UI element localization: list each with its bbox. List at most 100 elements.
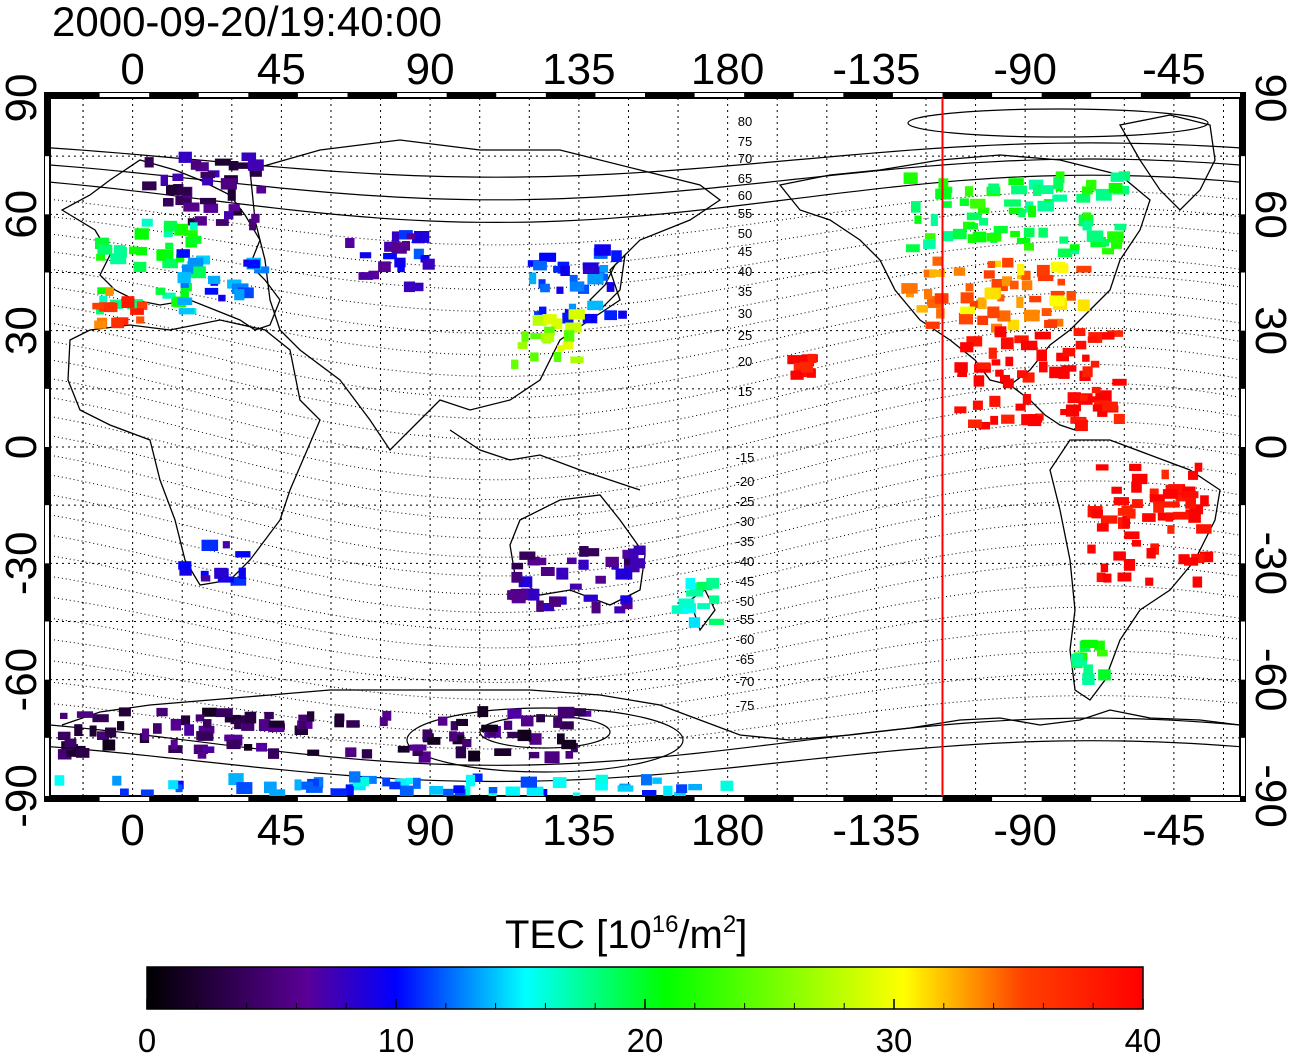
tec-cell [544, 326, 555, 336]
tec-cell [517, 342, 528, 349]
tec-cell [932, 256, 942, 266]
tec-cell [1196, 524, 1212, 534]
tec-cell [405, 777, 413, 785]
tec-cell [1053, 177, 1064, 189]
tec-cell [1149, 494, 1165, 503]
tec-cell [456, 718, 468, 726]
tec-cell [1075, 420, 1088, 432]
border-tick [793, 797, 844, 801]
tec-cell [1108, 183, 1123, 193]
tec-cell [389, 781, 401, 790]
tec-cell [1085, 180, 1097, 191]
tec-cell [214, 158, 231, 166]
tec-cell [521, 331, 529, 342]
tec-cell [1039, 361, 1048, 373]
tec-cell [201, 539, 219, 551]
tec-cell [235, 551, 251, 558]
tec-cell [1037, 185, 1054, 194]
tec-cell [641, 774, 652, 786]
tec-cell [175, 784, 183, 793]
contour-label: 25 [738, 328, 752, 343]
tec-cell [197, 752, 207, 759]
tec-cell [1049, 295, 1065, 307]
tec-cell [708, 618, 725, 626]
tec-cell [1032, 415, 1043, 423]
tec-cell [1145, 577, 1154, 586]
tec-cell [1097, 410, 1108, 417]
tec-cell [228, 773, 244, 785]
tec-cell [153, 723, 162, 734]
tec-cell [582, 313, 598, 324]
tec-cell [249, 218, 257, 231]
tec-cell [954, 406, 967, 414]
tec-cell [529, 733, 542, 745]
tec-cell [414, 231, 430, 243]
contour-label: 60 [738, 188, 752, 203]
magnetic-contours [50, 108, 1240, 783]
tec-cell [382, 710, 392, 721]
border-tick [1241, 156, 1245, 215]
lon-label-top: -45 [1142, 45, 1206, 94]
tec-cell [1036, 349, 1047, 361]
tec-cell [269, 789, 286, 796]
tec-cell [565, 322, 582, 333]
tec-cell [1065, 404, 1081, 412]
coast-asia [249, 139, 722, 452]
tec-cell [1057, 248, 1073, 258]
tec-cell [967, 234, 977, 244]
tec-cell [200, 575, 211, 582]
tec-cell [1023, 227, 1035, 238]
tec-cell [69, 744, 78, 753]
tec-cell [959, 198, 969, 206]
tec-cell [993, 225, 1008, 234]
tec-cell [96, 253, 105, 261]
tec-cell [615, 568, 633, 580]
tec-cell [968, 223, 979, 230]
tec-cell [583, 594, 598, 602]
tec-cell [1002, 276, 1012, 287]
tec-cell [587, 272, 604, 285]
tec-cell [990, 415, 999, 425]
tec-cell [991, 279, 1002, 291]
tec-cell [911, 201, 921, 213]
tec-cell [66, 750, 77, 757]
tec-cell [178, 308, 195, 315]
coast-south-america [1049, 439, 1221, 701]
tec-cell [264, 711, 274, 720]
border-tick [1241, 505, 1245, 564]
tec-cell [1122, 515, 1131, 528]
tec-cell [806, 368, 816, 378]
magnetic-contour [50, 420, 1240, 520]
tec-cell [696, 581, 713, 591]
tec-cell [97, 244, 113, 255]
tec-cell [298, 714, 312, 726]
tec-cell [194, 216, 207, 226]
colorbar-tick-label: 40 [1125, 1022, 1162, 1057]
tec-cell [989, 260, 1001, 268]
lon-label-top: 180 [691, 45, 764, 94]
border-tick [1241, 737, 1245, 796]
tec-cell [443, 788, 454, 796]
tec-cell [1082, 673, 1095, 685]
tec-cell [1096, 572, 1106, 583]
tec-cell [222, 541, 230, 549]
tec-cell [977, 315, 989, 325]
tec-cell [557, 706, 575, 719]
tec-cell [203, 203, 219, 213]
contour-label: -15 [736, 450, 755, 465]
tec-cell [188, 230, 198, 238]
tec-cell [397, 264, 405, 273]
magnetic-contour [50, 207, 1240, 268]
tec-cell [99, 295, 108, 303]
tec-cell [1157, 512, 1170, 521]
lat-label-right: 90 [1246, 74, 1292, 123]
tec-cell [1162, 489, 1178, 499]
contour-label: -50 [736, 594, 755, 609]
magnetic-contour [50, 460, 1240, 558]
tec-cell [953, 267, 966, 276]
tec-cell [1178, 554, 1190, 565]
tec-cell [553, 717, 563, 728]
contour-label: 75 [738, 134, 752, 149]
tec-cell [1183, 491, 1199, 499]
tec-cell [1016, 296, 1024, 308]
